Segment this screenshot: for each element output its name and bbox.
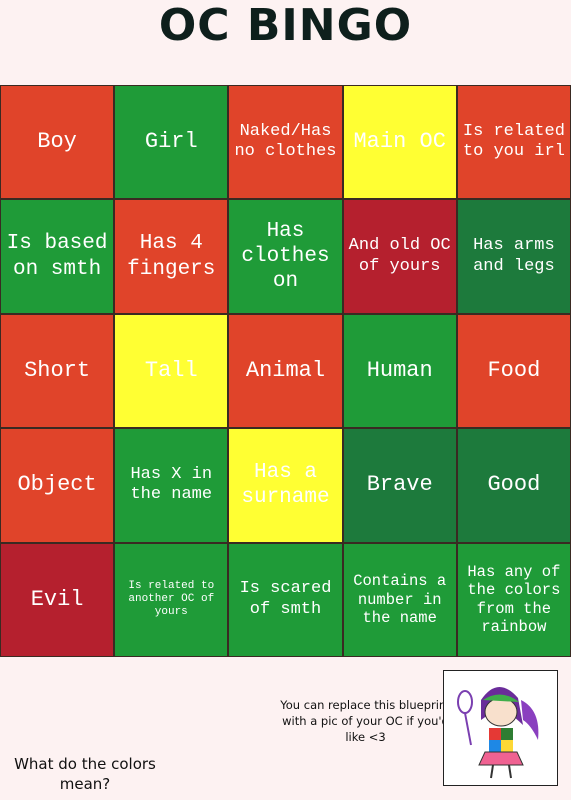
bingo-cell: Main OC [342,85,457,200]
bingo-cell: Is based on smth [0,199,115,314]
bingo-cell: Is related to you irl [456,85,571,200]
bingo-cell: Brave [342,428,457,543]
bingo-cell: Has 4 fingers [114,199,229,314]
bingo-cell: Animal [228,313,343,429]
bingo-cell: Good [456,428,571,543]
bingo-cell: Has any of the colors from the rainbow [456,542,571,657]
note: You can replace this blueprint with a pi… [280,698,451,744]
bingo-cell: Contains a number in the name [342,542,457,657]
question: What do the colors mean? [14,755,156,793]
bingo-cell: Has a surname [228,428,343,543]
bingo-cell: Boy [0,85,115,200]
bingo-cell: Has X in the name [114,428,229,543]
bingo-cell: Has arms and legs [456,199,571,314]
bingo-cell: Short [0,313,115,429]
title: OC BINGO [158,0,413,51]
bingo-cell: Food [456,313,571,429]
bingo-cell: Is related to another OC of yours [114,542,229,657]
bingo-cell: Naked/Has no clothes [228,85,343,200]
oc-picture [443,670,558,786]
bingo-grid: Boy Girl Naked/Has no clothes Main OC Is rel… [0,85,571,657]
bingo-cell: Is scared of smth [228,542,343,657]
bingo-cell: Has clothes on [228,199,343,314]
bingo-cell: And old OC of yours [342,199,457,314]
bingo-cell: Evil [0,542,115,657]
bingo-cell: Human [342,313,457,429]
bingo-cell: Object [0,428,115,543]
bingo-cell: Tall [114,313,229,429]
bingo-cell: Girl [114,85,229,200]
